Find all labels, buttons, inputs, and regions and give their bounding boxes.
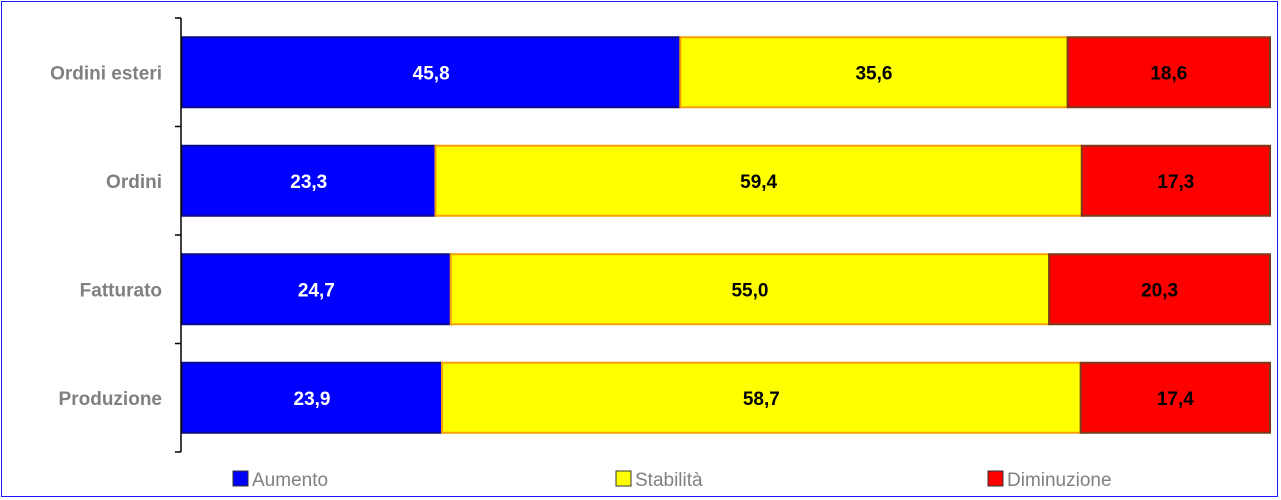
bar-stabilita-ordini	[434, 144, 1083, 217]
bar-stabilita-ordini-esteri	[679, 36, 1069, 109]
legend-swatch-aumento	[232, 470, 249, 487]
bar-diminuzione-ordini	[1080, 144, 1271, 217]
legend-label-aumento: Aumento	[252, 470, 328, 491]
data-label-aumento-ordini-esteri: 45,8	[413, 63, 450, 84]
bar-diminuzione-fatturato	[1048, 253, 1271, 326]
data-label-diminuzione-ordini: 17,3	[1157, 172, 1194, 193]
data-label-aumento-ordini: 23,3	[290, 172, 327, 193]
category-label-ordini: Ordini	[106, 172, 162, 193]
category-label-ordini-esteri: Ordini esteri	[50, 63, 162, 84]
data-label-diminuzione-produzione: 17,4	[1157, 389, 1194, 410]
data-label-diminuzione-fatturato: 20,3	[1141, 280, 1178, 301]
bar-stabilita-fatturato	[449, 253, 1051, 326]
bar-aumento-ordini	[181, 144, 437, 217]
legend-label-diminuzione: Diminuzione	[1007, 470, 1112, 491]
data-label-stabilita-ordini-esteri: 35,6	[855, 63, 892, 84]
data-label-aumento-produzione: 23,9	[294, 389, 331, 410]
data-label-stabilita-produzione: 58,7	[743, 389, 780, 410]
legend-label-stabilita: Stabilità	[635, 470, 703, 491]
data-label-stabilita-ordini: 59,4	[740, 172, 777, 193]
category-label-fatturato: Fatturato	[80, 280, 162, 301]
data-label-diminuzione-ordini-esteri: 18,6	[1150, 63, 1187, 84]
legend-swatch-stabilita	[615, 470, 632, 487]
bar-aumento-ordini-esteri	[181, 36, 682, 109]
legend-swatch-diminuzione	[987, 470, 1004, 487]
category-label-produzione: Produzione	[59, 389, 162, 410]
bar-diminuzione-produzione	[1079, 361, 1271, 434]
bar-diminuzione-ordini-esteri	[1066, 36, 1271, 109]
data-label-stabilita-fatturato: 55,0	[731, 280, 768, 301]
data-label-aumento-fatturato: 24,7	[298, 280, 335, 301]
bar-stabilita-produzione	[441, 361, 1082, 434]
bar-aumento-fatturato	[181, 253, 452, 326]
